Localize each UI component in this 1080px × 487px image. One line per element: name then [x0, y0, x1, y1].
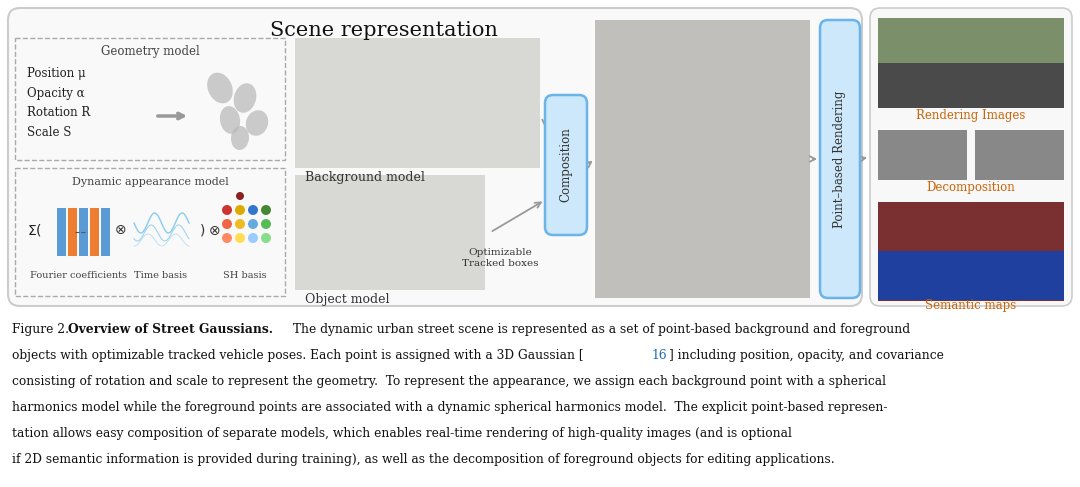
FancyBboxPatch shape — [545, 95, 588, 235]
Bar — [57, 208, 66, 256]
Text: if 2D semantic information is provided during training), as well as the decompos: if 2D semantic information is provided d… — [12, 453, 835, 466]
Ellipse shape — [261, 233, 271, 243]
Bar — [878, 18, 1064, 108]
Ellipse shape — [235, 205, 245, 215]
Text: Decomposition: Decomposition — [927, 182, 1015, 194]
Ellipse shape — [261, 219, 271, 229]
Ellipse shape — [233, 83, 256, 113]
Ellipse shape — [261, 205, 271, 215]
Ellipse shape — [220, 106, 240, 134]
Text: Position μ: Position μ — [27, 67, 85, 79]
Text: $\Sigma$(: $\Sigma$( — [27, 222, 42, 238]
Text: Composition: Composition — [559, 128, 572, 203]
Text: Point–based Rendering: Point–based Rendering — [834, 90, 847, 228]
Text: 16: 16 — [652, 349, 667, 362]
Bar — [595, 20, 810, 298]
Bar — [90, 208, 99, 256]
Text: ] including position, opacity, and covariance: ] including position, opacity, and covar… — [669, 349, 944, 362]
Bar — [878, 130, 967, 180]
Text: Semantic maps: Semantic maps — [926, 300, 1016, 313]
Text: Object model: Object model — [305, 294, 390, 306]
Text: Scene representation: Scene representation — [270, 20, 498, 39]
FancyBboxPatch shape — [820, 20, 860, 298]
Text: ) $\otimes$: ) $\otimes$ — [199, 222, 221, 238]
Text: Rotation R: Rotation R — [27, 107, 91, 119]
Text: Overview of Street Gaussians.: Overview of Street Gaussians. — [68, 323, 273, 336]
Ellipse shape — [222, 233, 232, 243]
Text: Dynamic appearance model: Dynamic appearance model — [71, 177, 228, 187]
Text: Rendering Images: Rendering Images — [916, 110, 1026, 123]
Bar — [878, 251, 1064, 300]
FancyBboxPatch shape — [870, 8, 1072, 306]
Ellipse shape — [248, 219, 258, 229]
Bar — [975, 130, 1064, 180]
Ellipse shape — [246, 110, 268, 136]
Text: Scale S: Scale S — [27, 127, 71, 139]
Ellipse shape — [222, 219, 232, 229]
Text: Optimizable
Tracked boxes: Optimizable Tracked boxes — [462, 248, 538, 268]
Bar — [15, 168, 285, 296]
Ellipse shape — [237, 192, 244, 200]
Bar — [878, 63, 1064, 108]
Bar — [68, 208, 77, 256]
FancyBboxPatch shape — [8, 8, 862, 306]
Bar — [878, 202, 1064, 301]
Text: SH basis: SH basis — [224, 271, 267, 281]
Text: Time basis: Time basis — [134, 271, 188, 281]
Text: $\otimes$: $\otimes$ — [113, 223, 126, 237]
Text: The dynamic urban street scene is represented as a set of point-based background: The dynamic urban street scene is repres… — [289, 323, 910, 336]
Text: Fourier coefficients: Fourier coefficients — [30, 271, 127, 281]
Ellipse shape — [207, 73, 233, 103]
Bar — [102, 208, 110, 256]
Ellipse shape — [222, 205, 232, 215]
Text: Geometry model: Geometry model — [100, 45, 200, 58]
Bar — [15, 38, 285, 160]
Bar — [295, 175, 485, 290]
Text: harmonics model while the foreground points are associated with a dynamic spheri: harmonics model while the foreground poi… — [12, 401, 888, 414]
Ellipse shape — [235, 233, 245, 243]
Text: consisting of rotation and scale to represent the geometry.  To represent the ap: consisting of rotation and scale to repr… — [12, 375, 886, 388]
Ellipse shape — [231, 126, 249, 150]
Ellipse shape — [235, 219, 245, 229]
Text: Opacity α: Opacity α — [27, 87, 84, 99]
Ellipse shape — [248, 233, 258, 243]
Ellipse shape — [248, 205, 258, 215]
Bar — [295, 38, 540, 168]
Text: Background model: Background model — [305, 171, 424, 185]
Bar — [79, 208, 87, 256]
Text: tation allows easy composition of separate models, which enables real-time rende: tation allows easy composition of separa… — [12, 427, 792, 440]
Text: objects with optimizable tracked vehicle poses. Each point is assigned with a 3D: objects with optimizable tracked vehicle… — [12, 349, 583, 362]
Text: Figure 2.: Figure 2. — [12, 323, 72, 336]
